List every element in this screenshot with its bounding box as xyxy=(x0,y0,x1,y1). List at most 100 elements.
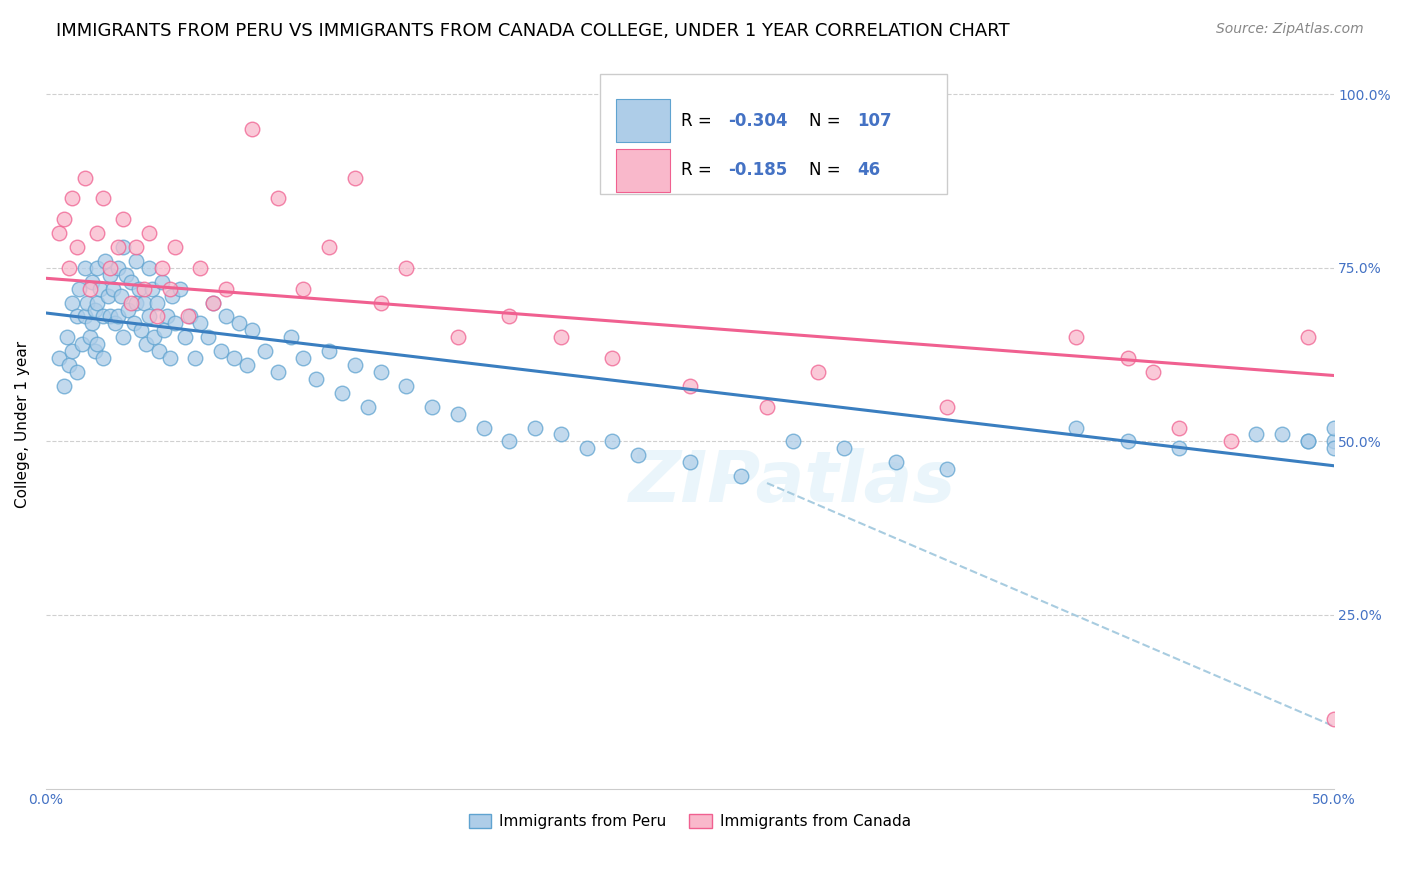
Point xyxy=(107,240,129,254)
Point xyxy=(936,400,959,414)
Point xyxy=(292,282,315,296)
Point xyxy=(122,317,145,331)
Point xyxy=(169,282,191,296)
Point xyxy=(66,365,89,379)
Point xyxy=(163,317,186,331)
Text: -0.304: -0.304 xyxy=(728,112,787,129)
Point xyxy=(1064,330,1087,344)
Point xyxy=(125,295,148,310)
Point xyxy=(48,351,70,365)
Text: ZIPatlas: ZIPatlas xyxy=(628,448,956,516)
Point xyxy=(370,295,392,310)
Point xyxy=(318,240,340,254)
Point xyxy=(55,330,77,344)
Point xyxy=(1296,434,1319,449)
Point xyxy=(86,295,108,310)
Point xyxy=(472,420,495,434)
Point xyxy=(143,330,166,344)
Point xyxy=(1322,442,1344,456)
Point xyxy=(730,469,752,483)
Point xyxy=(66,310,89,324)
Text: 107: 107 xyxy=(858,112,891,129)
Point xyxy=(174,330,197,344)
Text: -0.185: -0.185 xyxy=(728,161,787,179)
Point xyxy=(447,330,470,344)
Point xyxy=(202,295,225,310)
Point xyxy=(53,379,76,393)
Point xyxy=(132,282,155,296)
Point xyxy=(498,310,520,324)
Point xyxy=(89,282,111,296)
Point xyxy=(94,254,117,268)
Point xyxy=(1271,427,1294,442)
Point xyxy=(1142,365,1164,379)
Point xyxy=(70,337,93,351)
Point xyxy=(1322,420,1344,434)
Point xyxy=(86,337,108,351)
Point xyxy=(222,351,245,365)
Point xyxy=(679,379,702,393)
Point xyxy=(1246,427,1268,442)
Point xyxy=(138,260,160,275)
Point xyxy=(60,295,83,310)
Point xyxy=(58,358,80,372)
Text: R =: R = xyxy=(681,112,717,129)
Point xyxy=(69,282,91,296)
Point xyxy=(48,226,70,240)
Point xyxy=(120,275,142,289)
Point xyxy=(112,212,135,227)
Point xyxy=(357,400,380,414)
Point xyxy=(215,310,238,324)
Point xyxy=(498,434,520,449)
Point xyxy=(98,260,121,275)
Point xyxy=(107,260,129,275)
Point xyxy=(330,385,353,400)
Point xyxy=(550,330,572,344)
Point xyxy=(253,344,276,359)
Point xyxy=(602,351,624,365)
Point xyxy=(82,275,104,289)
Point xyxy=(267,191,290,205)
Point xyxy=(150,260,173,275)
Point xyxy=(240,122,263,136)
FancyBboxPatch shape xyxy=(616,149,671,192)
Point xyxy=(86,226,108,240)
Point xyxy=(1219,434,1241,449)
Point xyxy=(156,310,179,324)
Point xyxy=(117,302,139,317)
Point xyxy=(190,317,212,331)
Point xyxy=(86,260,108,275)
Point xyxy=(197,330,219,344)
Point xyxy=(807,365,830,379)
Point xyxy=(884,455,907,469)
Point xyxy=(104,317,127,331)
FancyBboxPatch shape xyxy=(599,74,948,194)
Point xyxy=(1064,420,1087,434)
Point xyxy=(447,407,470,421)
Point xyxy=(58,260,80,275)
Point xyxy=(138,226,160,240)
Point xyxy=(128,282,150,296)
Point xyxy=(159,351,181,365)
Point xyxy=(179,310,201,324)
Point xyxy=(76,295,98,310)
Point xyxy=(98,268,121,282)
Point xyxy=(202,295,225,310)
Text: N =: N = xyxy=(810,161,846,179)
Point xyxy=(184,351,207,365)
Point xyxy=(1322,434,1344,449)
Point xyxy=(420,400,443,414)
Point xyxy=(318,344,340,359)
Point xyxy=(132,295,155,310)
Point xyxy=(1168,420,1191,434)
Point xyxy=(236,358,259,372)
Point xyxy=(73,310,96,324)
Point xyxy=(79,330,101,344)
Point xyxy=(627,448,650,462)
Point xyxy=(150,275,173,289)
Point xyxy=(101,282,124,296)
Text: 46: 46 xyxy=(858,161,880,179)
Point xyxy=(125,240,148,254)
Point xyxy=(524,420,547,434)
Point xyxy=(114,268,136,282)
